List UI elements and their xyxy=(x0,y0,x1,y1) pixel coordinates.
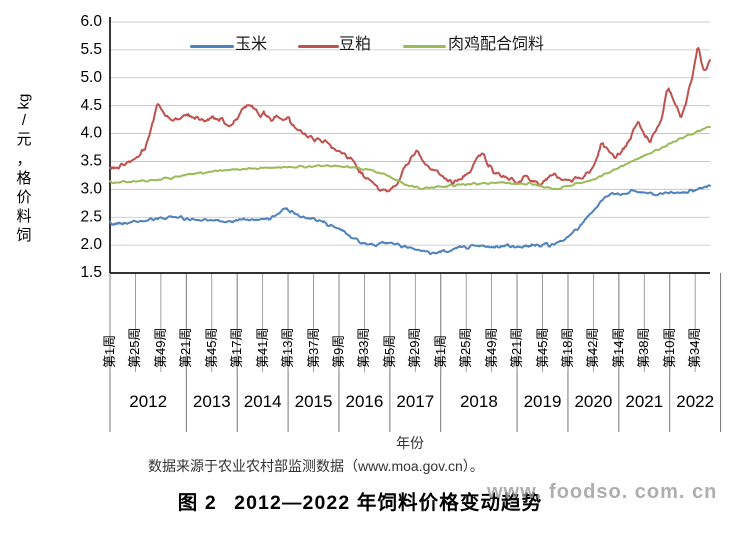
svg-text:2.0: 2.0 xyxy=(80,236,102,253)
svg-text:2.5: 2.5 xyxy=(80,208,102,225)
svg-text:4.0: 4.0 xyxy=(80,125,102,142)
svg-text:4.5: 4.5 xyxy=(80,97,102,114)
svg-text:5.5: 5.5 xyxy=(80,41,102,58)
svg-text:3.0: 3.0 xyxy=(80,180,102,197)
svg-text:1.5: 1.5 xyxy=(80,264,102,281)
svg-text:5.0: 5.0 xyxy=(80,69,102,86)
svg-text:3.5: 3.5 xyxy=(80,153,102,170)
svg-text:6.0: 6.0 xyxy=(80,13,102,30)
